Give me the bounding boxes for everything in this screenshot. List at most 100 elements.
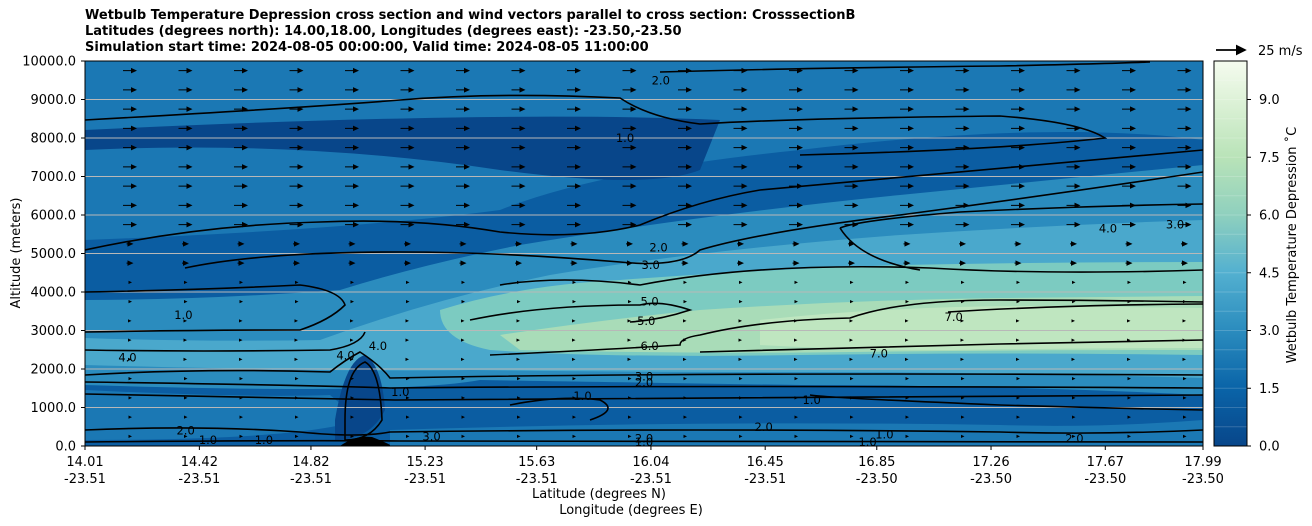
wind-vector-head: [961, 415, 965, 419]
wind-vector-head: [961, 280, 965, 284]
wind-vector-head: [739, 434, 743, 438]
x-axis-label-longitude: Longitude (degrees E): [559, 503, 703, 518]
wind-vector-head: [131, 221, 137, 228]
wind-vector-head: [1019, 221, 1025, 228]
wind-vector-head: [627, 241, 633, 247]
wind-vector-head: [1074, 67, 1081, 74]
wind-vector-head: [1127, 434, 1131, 438]
wind-vector-head: [1016, 357, 1020, 361]
contour-line-5-0-b: [469, 302, 693, 323]
wind-vector-head: [128, 280, 132, 284]
wind-vector-head: [128, 415, 132, 419]
contour-label: 3.0: [642, 258, 660, 272]
wind-vector-head: [408, 221, 415, 228]
wind-vector-head: [683, 415, 687, 419]
wind-vector-head: [686, 221, 692, 228]
wind-vector-head: [519, 221, 526, 228]
wind-vector-head: [405, 357, 409, 361]
contour-line-1-0-left: [85, 284, 346, 333]
wind-vector-head: [128, 377, 132, 381]
wind-vector-head: [963, 67, 970, 74]
contour-line-7-0-b: [947, 303, 1203, 313]
wind-vector-head: [630, 164, 637, 170]
contour-label: 2.0: [1065, 431, 1083, 445]
wind-vector-head: [963, 183, 970, 189]
wind-vector-head: [686, 106, 692, 112]
wind-vector-head: [295, 280, 299, 284]
wind-vector-head: [242, 221, 248, 228]
wind-vector-head: [908, 106, 914, 112]
wind-vector-head: [1126, 241, 1133, 247]
wind-vector-head: [464, 67, 470, 74]
wind-vector-head: [184, 434, 188, 438]
wind-vector-head: [683, 357, 687, 361]
wind-vector-head: [905, 415, 909, 419]
wind-vector-head: [460, 260, 467, 266]
wind-vector-head: [739, 415, 743, 419]
contour-line-2-0: [85, 149, 1203, 251]
wind-vector-head: [242, 144, 248, 151]
contour-label: 2.0: [176, 424, 194, 438]
wind-vector-head: [905, 434, 909, 438]
wind-vector-head: [353, 221, 359, 228]
wind-vector-head: [353, 144, 359, 151]
wind-vector-head: [519, 125, 526, 132]
contour-label: 5.0: [640, 295, 658, 309]
wind-vector-head: [519, 202, 526, 209]
contour-line-3-0-low: [85, 351, 1203, 379]
wind-vector-head: [628, 434, 632, 438]
contour-label: 5.0: [637, 314, 655, 328]
wind-vector-head: [575, 202, 581, 209]
contour-line-2-0-low: [85, 381, 1203, 389]
colorbar-frame: [1213, 60, 1248, 447]
x-tick-label-lon: -23.51: [290, 472, 332, 487]
wind-vector-head: [797, 183, 803, 189]
wind-vector-head: [630, 106, 637, 112]
wind-vector-head: [797, 221, 803, 228]
wind-vector-head: [1130, 87, 1136, 93]
contour-label: 7.0: [870, 347, 888, 361]
wind-vector-head: [683, 396, 687, 400]
wind-vector-head: [516, 357, 520, 361]
y-tick-label: 2000.0: [31, 363, 77, 378]
wind-vector-head: [1126, 260, 1133, 266]
wind-vector-head: [797, 164, 803, 170]
wind-vector-head: [794, 415, 798, 419]
wind-vector-head: [961, 434, 965, 438]
wind-vector-head: [405, 260, 411, 266]
wind-vector-head: [183, 357, 187, 361]
x-tick-label-lat: 14.82: [292, 455, 329, 470]
contour-line-6-0: [489, 299, 1203, 356]
wind-vector-head: [186, 202, 193, 209]
wind-vector-head: [908, 183, 914, 189]
wind-vector-head: [297, 67, 304, 74]
contour-line-7-0-a: [699, 339, 1203, 353]
wind-vector-head: [961, 396, 965, 400]
wind-vector-head: [1072, 280, 1076, 284]
wind-vector-head: [128, 300, 132, 304]
wind-vector-head: [1185, 164, 1192, 170]
wind-vector-head: [516, 319, 520, 323]
wind-vector-head: [186, 87, 193, 93]
x-tick-label-lat: 16.04: [632, 455, 669, 470]
y-tick-label: 7000.0: [31, 170, 77, 185]
wind-vector-head: [461, 300, 465, 304]
y-tick-label: 1000.0: [31, 401, 77, 416]
y-tick-label: 0.0: [55, 440, 76, 455]
wind-vector-head: [1019, 106, 1025, 112]
contour-lines: [85, 61, 1203, 443]
wind-vector-head: [461, 434, 465, 438]
wind-vector-head: [1019, 183, 1025, 189]
wind-vector-head: [628, 396, 632, 400]
wind-vector-head: [852, 144, 859, 151]
y-tick-label: 4000.0: [31, 286, 77, 301]
wind-vector-head: [1185, 106, 1192, 112]
wind-vector-head: [963, 164, 970, 170]
wind-vector-head: [630, 87, 637, 93]
contour-labels: 2.03.05.05.06.07.07.04.0 3.01.02.01.04.0 4…: [118, 73, 1184, 446]
wind-vector-head: [1072, 396, 1076, 400]
wind-vector-head: [683, 377, 687, 381]
wind-vector-head: [905, 357, 909, 361]
wind-vector-head: [1016, 338, 1020, 342]
wind-vector-head: [1074, 183, 1081, 189]
